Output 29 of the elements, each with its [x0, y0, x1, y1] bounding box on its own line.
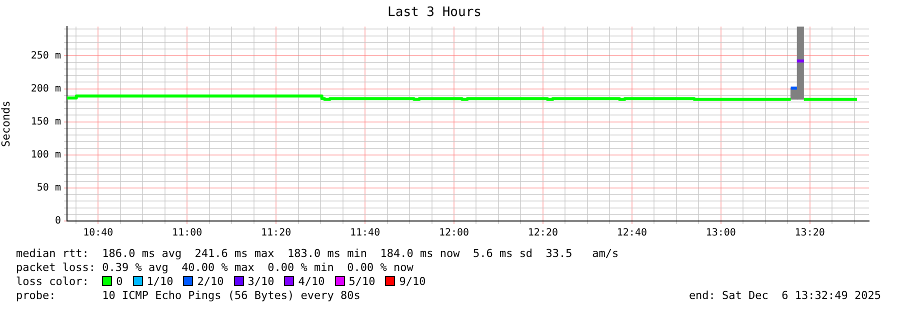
legend-label: 3/10 — [248, 275, 274, 288]
y-tick-label: 200 m — [30, 83, 61, 94]
x-tick-label: 11:40 — [350, 228, 380, 239]
legend-label: 9/10 — [399, 275, 426, 288]
legend-label: 0 — [116, 275, 123, 288]
x-tick-label: 13:20 — [794, 228, 825, 239]
x-tick-label: 12:40 — [616, 228, 647, 239]
y-axis-title: Seconds — [0, 100, 12, 147]
legend-label: 5/10 — [348, 275, 376, 288]
y-tick-label: 250 m — [30, 50, 61, 62]
x-tick-label: 12:00 — [438, 228, 470, 239]
text: median rtt: 186.0 ms avg 241.6 ms max 183.0 ms min 184.0 ms now 5.6 ms sd 33.5 am/s — [16, 247, 619, 260]
text: packet loss: 0.39 % avg 40.00 % max 0.00 % min 0.00 % now — [16, 261, 414, 274]
x-tick-label: 13:00 — [706, 228, 736, 239]
text: probe: 10 ICMP Echo Pings (56 Bytes) every 80s — [16, 289, 360, 302]
legend-title: loss color: — [16, 275, 90, 288]
legend-label: 1/10 — [146, 275, 174, 288]
x-tick-label: 11:20 — [261, 228, 292, 239]
x-tick-label: 11:00 — [172, 228, 202, 239]
legend-label: 4/10 — [298, 275, 325, 288]
y-tick-label: 150 m — [30, 116, 61, 128]
text: end: Sat Dec 6 13:32:49 2025 — [688, 289, 881, 302]
chart-title: Last 3 Hours — [388, 5, 482, 20]
y-tick-label: 50 m — [36, 182, 61, 194]
x-tick-label: 10:40 — [83, 228, 114, 239]
legend-label: 2/10 — [197, 275, 224, 288]
y-tick-label: 0 — [54, 216, 61, 227]
y-tick-label: 100 m — [30, 149, 61, 160]
x-tick-label: 12:20 — [528, 228, 558, 239]
